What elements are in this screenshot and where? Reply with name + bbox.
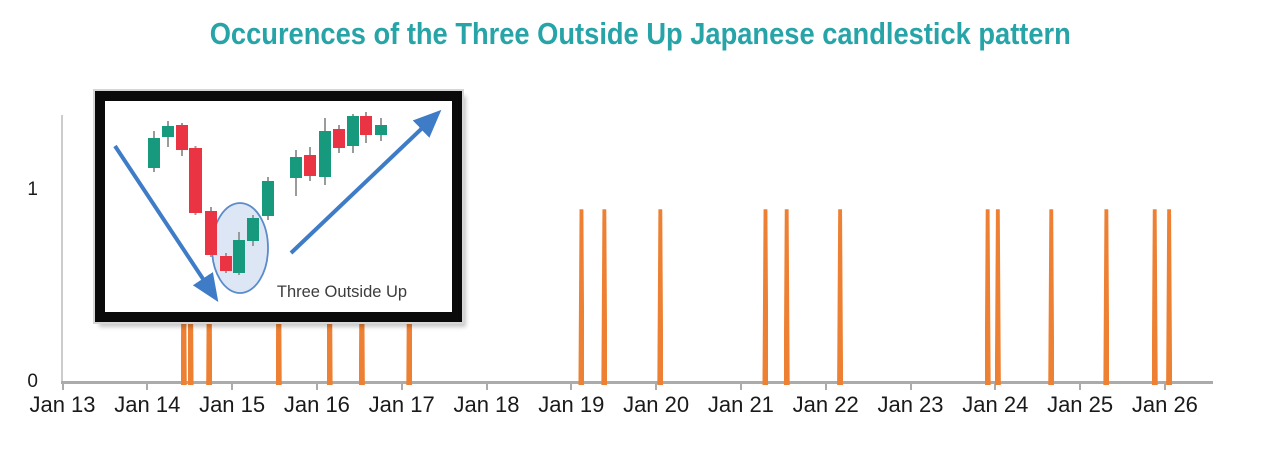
- bullish-candle-body: [262, 181, 274, 216]
- chart-title: Occurences of the Three Outside Up Japan…: [209, 16, 1071, 51]
- bullish-candle-body: [375, 125, 387, 135]
- occurrence-bar: [1048, 209, 1055, 385]
- x-tick: [146, 383, 149, 390]
- x-tick-label: Jan 17: [368, 392, 435, 417]
- bearish-candle-body: [304, 155, 316, 176]
- bearish-candle-body: [333, 129, 345, 148]
- x-tick: [400, 383, 403, 390]
- x-tick-label: Jan 24: [962, 392, 1029, 417]
- bearish-candle-body: [176, 125, 188, 150]
- occurrence-bar: [601, 209, 608, 385]
- occurrence-bar: [783, 209, 790, 385]
- occurrence-bar: [1151, 209, 1158, 385]
- occurrence-bar: [1166, 209, 1173, 385]
- x-tick: [1163, 383, 1166, 390]
- x-tick: [570, 383, 573, 390]
- y-axis-spine: [61, 115, 63, 383]
- x-tick: [231, 383, 234, 390]
- bullish-candle-body: [162, 126, 174, 137]
- bearish-candle-body: [205, 211, 217, 255]
- x-tick: [655, 383, 658, 390]
- y-tick-label: 1: [27, 179, 38, 200]
- occurrence-bar: [984, 209, 991, 385]
- x-tick-label: Jan 14: [114, 392, 181, 417]
- bearish-candle-body: [189, 148, 202, 213]
- x-tick: [739, 383, 742, 390]
- bearish-candle-body: [220, 256, 232, 271]
- candlestick-pattern-inset: Three Outside Up: [95, 91, 462, 322]
- occurrence-bar: [762, 209, 769, 385]
- occurrence-bar: [657, 209, 664, 385]
- chart-title-row: Occurences of the Three Outside Up Japan…: [0, 16, 1280, 52]
- x-tick: [315, 383, 318, 390]
- bullish-candle-body: [233, 240, 245, 273]
- bearish-candle-body: [360, 116, 372, 135]
- bullish-candle-body: [290, 157, 302, 178]
- candlestick-illustration-svg: Three Outside Up: [113, 109, 442, 303]
- candlesticks-group: [148, 112, 387, 275]
- x-tick: [61, 383, 64, 390]
- bullish-candle-body: [247, 218, 259, 241]
- occurrence-bar: [994, 209, 1001, 385]
- trend-arrows: [113, 109, 442, 303]
- three-outside-up-label: Three Outside Up: [277, 283, 407, 301]
- x-tick-label: Jan 21: [707, 392, 774, 417]
- x-tick: [485, 383, 488, 390]
- x-tick-label: Jan 25: [1047, 392, 1114, 417]
- occurrence-bar: [1103, 209, 1110, 385]
- x-tick-label: Jan 19: [538, 392, 605, 417]
- occurrence-bar: [578, 209, 585, 385]
- bullish-candle-body: [347, 116, 359, 146]
- occurrence-bar: [837, 209, 844, 385]
- bullish-candle-body: [148, 138, 160, 168]
- y-tick-label: 0: [27, 371, 38, 392]
- x-tick-label: Jan 20: [623, 392, 690, 417]
- trend-arrow: [289, 109, 442, 255]
- x-tick-label: Jan 18: [453, 392, 520, 417]
- x-tick: [824, 383, 827, 390]
- x-tick-label: Jan 26: [1131, 392, 1198, 417]
- x-tick-label: Jan 16: [283, 392, 350, 417]
- x-tick-label: Jan 13: [29, 392, 96, 417]
- x-tick: [909, 383, 912, 390]
- bullish-candle-body: [319, 131, 331, 177]
- x-tick-label: Jan 23: [877, 392, 944, 417]
- x-axis-line: [61, 381, 1213, 384]
- x-tick: [1079, 383, 1082, 390]
- x-tick: [994, 383, 997, 390]
- trend-arrow: [113, 144, 219, 303]
- x-tick-label: Jan 15: [199, 392, 266, 417]
- x-tick-label: Jan 22: [792, 392, 859, 417]
